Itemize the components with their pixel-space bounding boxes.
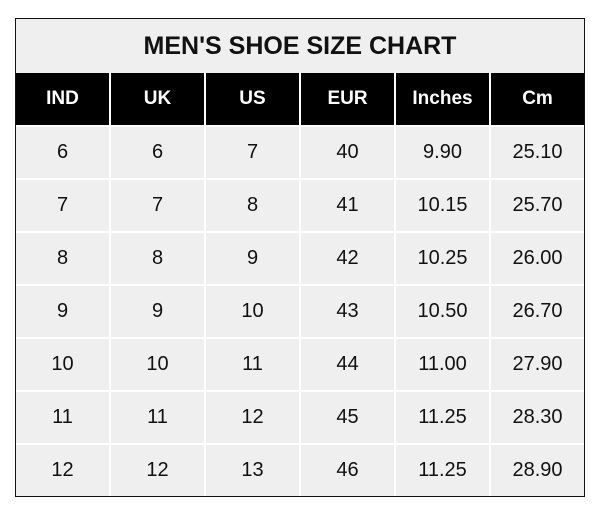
table-cell: 25.70	[512, 194, 563, 216]
table-cell: 28.30	[512, 406, 563, 428]
table-cell: 9	[206, 233, 301, 284]
table-body: 6 6 7 40 9.90 25.10 7 7 8 41 10.15 25.70 8 8 9 42 10.25 2…	[16, 125, 584, 496]
table-cell: 12	[16, 445, 111, 496]
column-header: UK	[111, 73, 206, 125]
table-cell: 8	[16, 233, 111, 284]
table-cell: 12	[206, 392, 301, 443]
table-row: 12 12 13 46 11.25 28.90	[16, 443, 584, 496]
table-cell: 43	[301, 286, 396, 337]
table-cell: 25.10	[512, 141, 563, 163]
column-header: EUR	[301, 73, 396, 125]
table-row: 6 6 7 40 9.90 25.10	[16, 125, 584, 178]
column-header: Cm	[522, 88, 553, 109]
table-cell: 26.70	[512, 300, 563, 322]
table-cell: 40	[301, 127, 396, 178]
column-header: US	[206, 73, 301, 125]
table-cell: 9	[16, 286, 111, 337]
column-header: IND	[16, 73, 111, 125]
table-cell: 10.25	[396, 233, 491, 284]
table-cell: 6	[16, 127, 111, 178]
table-cell: 13	[206, 445, 301, 496]
table-cell: 27.90	[512, 353, 563, 375]
table-cell: 46	[301, 445, 396, 496]
table-cell: 10	[111, 339, 206, 390]
table-cell: 44	[301, 339, 396, 390]
table-row: 7 7 8 41 10.15 25.70	[16, 178, 584, 231]
table-cell: 11	[111, 392, 206, 443]
table-cell: 7	[206, 127, 301, 178]
table-row: 10 10 11 44 11.00 27.90	[16, 337, 584, 390]
table-title: MEN'S SHOE SIZE CHART	[16, 19, 584, 73]
table-cell: 11	[206, 339, 301, 390]
table-cell: 8	[111, 233, 206, 284]
table-cell: 11.00	[396, 339, 491, 390]
column-header: Inches	[396, 73, 491, 125]
shoe-size-table: MEN'S SHOE SIZE CHART IND UK US EUR Inches Cm…	[15, 18, 585, 497]
table-cell: 9.90	[396, 127, 491, 178]
table-cell: 6	[111, 127, 206, 178]
table-cell: 11	[16, 392, 111, 443]
table-cell: 8	[206, 180, 301, 231]
table-cell: 9	[111, 286, 206, 337]
table-cell: 45	[301, 392, 396, 443]
table-row: 11 11 12 45 11.25 28.30	[16, 390, 584, 443]
table-cell: 11.25	[396, 392, 491, 443]
table-cell: 28.90	[512, 459, 563, 481]
table-cell: 42	[301, 233, 396, 284]
header-row: IND UK US EUR Inches Cm	[16, 73, 584, 125]
table-cell: 10	[206, 286, 301, 337]
table-cell: 10	[16, 339, 111, 390]
table-cell: 7	[111, 180, 206, 231]
table-cell: 7	[16, 180, 111, 231]
table-cell: 41	[301, 180, 396, 231]
table-cell: 26.00	[512, 247, 563, 269]
table-cell: 10.15	[396, 180, 491, 231]
table-row: 9 9 10 43 10.50 26.70	[16, 284, 584, 337]
table-cell: 10.50	[396, 286, 491, 337]
table-cell: 12	[111, 445, 206, 496]
table-row: 8 8 9 42 10.25 26.00	[16, 231, 584, 284]
table-cell: 11.25	[396, 445, 491, 496]
